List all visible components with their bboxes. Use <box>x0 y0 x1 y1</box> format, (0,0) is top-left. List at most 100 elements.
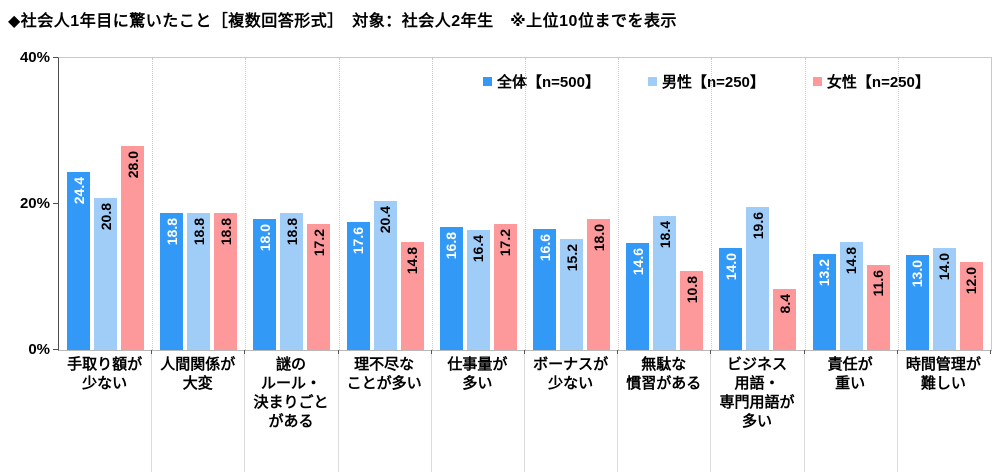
x-label-separator <box>896 354 898 472</box>
bar: 14.8 <box>839 242 863 350</box>
bar-value-text: 10.8 <box>683 276 700 304</box>
bar-value-text: 14.0 <box>936 252 953 281</box>
vertical-gridline <box>525 58 526 350</box>
bar-value-text: 13.0 <box>909 260 926 288</box>
x-axis-category-label: 時間管理が 難しい <box>905 356 981 392</box>
bar-value-text: 14.0 <box>722 252 739 281</box>
vertical-gridline <box>152 58 154 350</box>
bar-value-label: 18.8 <box>187 218 210 245</box>
bar-value-text: 16.4 <box>470 235 487 263</box>
x-axis-tick-mark <box>151 350 153 354</box>
y-axis-tick-label-0: 0% <box>28 341 50 358</box>
legend-swatch-overall-icon <box>483 77 492 86</box>
bar: 13.2 <box>812 253 836 350</box>
bar: 14.8 <box>400 242 424 350</box>
bar-group: 16.6 15.2 18.0 <box>525 58 618 350</box>
bar: 14.6 <box>626 243 650 350</box>
bar-value-label: 18.4 <box>653 221 676 248</box>
x-axis-tick-mark <box>896 350 898 354</box>
bar: 15.2 <box>560 239 584 350</box>
bar: 14.0 <box>932 247 956 350</box>
x-label-separator <box>617 354 619 472</box>
bar-value-text: 18.8 <box>217 217 234 246</box>
bar-value-label: 20.4 <box>374 206 397 233</box>
x-axis-category-label: 謎の ルール・ 決まりごと がある <box>253 356 329 430</box>
bar-value-label: 18.0 <box>587 224 610 251</box>
bar-value-text: 14.8 <box>843 247 860 275</box>
bar: 18.0 <box>253 218 277 350</box>
bar: 17.2 <box>307 224 331 350</box>
vertical-gridline <box>618 58 620 350</box>
bar: 16.4 <box>466 230 490 350</box>
bar: 18.0 <box>587 218 611 350</box>
bar-value-label: 12.0 <box>960 267 983 294</box>
bar-value-label: 19.6 <box>746 212 769 239</box>
bar: 10.8 <box>680 271 704 350</box>
y-axis-tick-label-20: 20% <box>19 195 50 212</box>
x-axis-tick-mark <box>430 350 432 354</box>
bar-value-label: 10.8 <box>680 276 703 303</box>
bar-value-text: 20.8 <box>97 203 114 231</box>
y-axis-tick-mark <box>53 349 58 350</box>
bar-value-text: 28.0 <box>124 150 141 178</box>
x-label-separator <box>337 354 339 472</box>
bar: 13.0 <box>905 255 929 350</box>
x-axis-tick-mark <box>617 350 619 354</box>
bar-value-label: 14.8 <box>840 247 863 274</box>
x-axis-tick-mark <box>710 350 712 354</box>
x-label-separator <box>430 354 432 472</box>
bar: 18.8 <box>280 212 304 350</box>
bar-value-label: 18.0 <box>253 224 276 251</box>
legend-item-male: 男性【n=250】 <box>647 71 765 92</box>
bar: 16.8 <box>439 227 463 350</box>
plot-area: 全体【n=500】 男性【n=250】 女性【n=250】 24.4 20.8 28… <box>58 57 992 351</box>
bar-value-label: 24.4 <box>67 177 90 204</box>
legend-item-overall: 全体【n=500】 <box>483 71 600 92</box>
x-axis-category-label: 仕事量が 多い <box>447 356 508 392</box>
bar-value-text: 18.8 <box>190 217 207 246</box>
bar-group: 13.0 14.0 12.0 <box>898 58 991 350</box>
bar-value-label: 16.8 <box>440 232 463 259</box>
bar-value-label: 13.2 <box>813 259 836 286</box>
x-axis-labels: 手取り額が 少ない 人間関係が 大変 謎の ルール・ 決まりごと がある 理不尽な こ… <box>58 354 990 472</box>
bar-value-text: 17.6 <box>350 226 367 254</box>
bar: 18.4 <box>653 215 677 350</box>
x-axis-tick-mark <box>990 350 991 354</box>
bar: 20.8 <box>94 198 118 350</box>
x-axis-tick-mark <box>337 350 339 354</box>
x-axis-category-label: ボーナスが 少ない <box>533 356 609 392</box>
bar-value-text: 13.2 <box>816 258 833 286</box>
bar-group: 17.6 20.4 14.8 <box>339 58 432 350</box>
bar-value-text: 17.2 <box>310 229 327 257</box>
bar-value-text: 24.4 <box>70 176 87 205</box>
vertical-gridline <box>711 58 713 350</box>
bar-group: 14.6 18.4 10.8 <box>618 58 711 350</box>
x-axis-tick-mark <box>524 350 525 354</box>
legend-label-female: 女性【n=250】 <box>826 74 930 91</box>
bar-value-label: 8.4 <box>773 294 796 313</box>
legend-swatch-male-icon <box>647 77 657 86</box>
y-axis-tick-mark <box>53 57 58 58</box>
bar: 18.8 <box>160 212 184 350</box>
bar-value-label: 28.0 <box>121 151 144 178</box>
legend-label-overall: 全体【n=500】 <box>497 74 600 91</box>
bar: 20.4 <box>373 201 397 350</box>
bar-value-text: 18.8 <box>283 217 300 246</box>
bar-value-label: 18.8 <box>214 218 237 245</box>
bar-value-label: 18.8 <box>160 218 183 245</box>
x-axis-category-label: ビジネス 用語・ 専門用語が 多い <box>719 356 795 430</box>
x-axis-category-label: 手取り額が 少ない <box>67 356 143 392</box>
bar-value-label: 17.2 <box>307 229 330 256</box>
x-label-separator <box>524 354 525 472</box>
bar-group: 18.8 18.8 18.8 <box>152 58 245 350</box>
bar-value-label: 14.0 <box>933 253 956 280</box>
x-label-separator <box>710 354 712 472</box>
bar: 18.8 <box>187 212 211 350</box>
bar: 16.6 <box>533 228 557 350</box>
vertical-gridline <box>245 58 247 350</box>
x-label-separator <box>803 354 805 472</box>
bar-value-text: 16.6 <box>536 233 553 262</box>
bar-group: 13.2 14.8 11.6 <box>805 58 898 350</box>
bar: 17.6 <box>346 221 370 350</box>
